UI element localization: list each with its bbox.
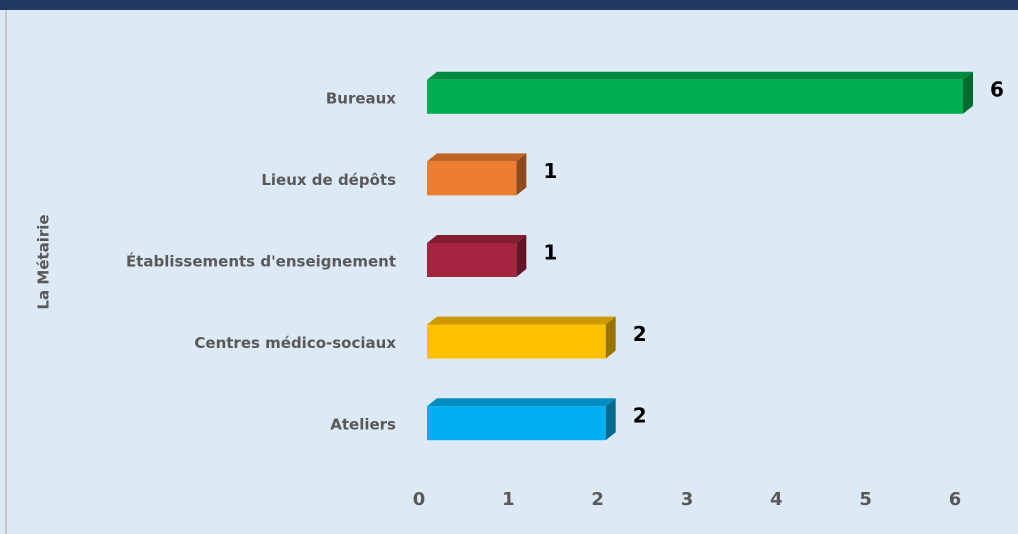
- y-tick-label: Lieux de dépôts: [261, 171, 396, 189]
- bar-top: [427, 316, 616, 325]
- value-label: 2: [633, 404, 647, 428]
- bar-side: [605, 398, 616, 441]
- bar: [427, 79, 963, 114]
- bar-top: [427, 235, 527, 243]
- x-tick-label: 3: [681, 489, 694, 510]
- y-tick-label: Centres médico-sociaux: [194, 334, 396, 352]
- x-tick-label: 5: [859, 489, 872, 510]
- bar: [427, 243, 517, 277]
- bar: [427, 406, 606, 441]
- x-tick-label: 2: [591, 489, 604, 510]
- y-tick-label: Bureaux: [326, 89, 396, 107]
- bar-side: [605, 316, 616, 359]
- value-label: 1: [543, 159, 557, 183]
- bar-side: [516, 235, 527, 277]
- bar-top: [427, 153, 527, 162]
- value-label: 2: [633, 322, 647, 346]
- bar-top: [427, 71, 973, 80]
- x-tick-label: 0: [413, 489, 426, 510]
- y-tick-label: Établissements d'enseignement: [126, 252, 396, 271]
- bar-side: [516, 153, 527, 196]
- x-tick-label: 1: [502, 489, 515, 510]
- bar-side: [963, 71, 973, 114]
- value-label: 6: [990, 77, 1004, 101]
- bar-top: [427, 398, 616, 407]
- x-tick-label: 6: [949, 489, 962, 510]
- value-label: 1: [543, 241, 557, 265]
- bar: [427, 161, 517, 196]
- bar: [427, 324, 606, 359]
- y-tick-label: Ateliers: [330, 416, 396, 434]
- y-axis-label: La Métairie: [35, 214, 53, 309]
- x-tick-label: 4: [770, 489, 783, 510]
- title-band: [0, 0, 1018, 10]
